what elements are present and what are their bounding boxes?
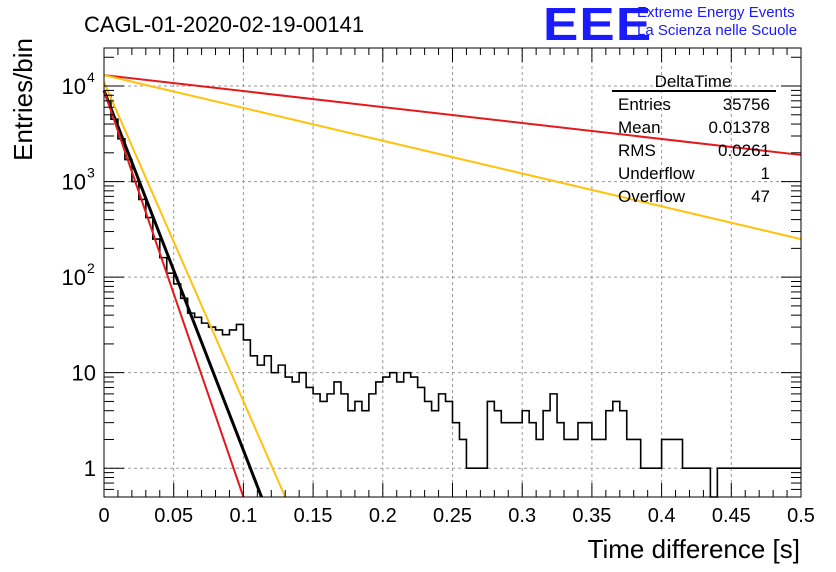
stats-row-value: 0.0261 [718,141,770,160]
x-tick-label: 0.3 [508,505,536,527]
brand-text: Extreme Energy Events La Scienza nelle S… [637,4,797,40]
x-tick-label: 0 [98,505,109,527]
stats-row-value: 0.01378 [709,118,770,137]
stats-row-label: Overflow [618,187,686,206]
brand-line-1: Extreme Energy Events [637,4,795,21]
x-tick-label: 0.05 [154,505,193,527]
stats-row-label: Entries [618,95,671,114]
x-tick-label: 0.25 [433,505,472,527]
eee-brand: EEE Extreme Energy Events La Scienza nel… [543,1,797,47]
stats-row-label: RMS [618,141,656,160]
chart-title: CAGL-01-2020-02-19-00141 [84,12,364,37]
stats-name: DeltaTime [655,72,732,91]
y-tick-label: 1 [84,456,96,481]
stats-row-label: Mean [618,118,661,137]
stats-row-value: 47 [751,187,770,206]
y-tick-label: 10 [62,170,86,195]
histogram-layer [104,94,801,498]
fit-line [103,74,802,241]
stats-row-label: Underflow [618,164,695,183]
x-tick-label: 0.2 [369,505,397,527]
y-tick-label: 10 [62,265,86,290]
brand-line-2: La Scienza nelle Scuole [637,22,798,39]
x-tick-label: 0.4 [648,505,676,527]
fit-line [102,89,263,498]
fit-line [103,81,287,498]
y-tick-exponent: 2 [87,260,95,276]
fit-line [103,90,245,498]
y-tick-label: 10 [72,361,96,386]
stats-row-value: 1 [761,164,770,183]
eee-logo: EEE [543,0,653,50]
x-tick-label: 0.15 [294,505,333,527]
stats-box: DeltaTime Entries 35756 Mean 0.01378 RMS 0.02… [612,72,776,206]
x-tick-label: 0.1 [229,505,257,527]
x-tick-label: 0.35 [572,505,611,527]
histogram-step [104,94,801,498]
x-tick-label: 0.5 [787,505,815,527]
y-tick-exponent: 3 [87,165,95,181]
fit-line [103,74,802,156]
fit-curves-layer [102,74,802,498]
x-tick-label: 0.45 [712,505,751,527]
y-tick-label: 10 [62,74,86,99]
x-axis-ticks: 0 0.05 0.1 0.15 0.2 0.25 0.3 0.35 0.4 0.45 0.5 [98,48,815,527]
stats-row-value: 35756 [723,95,770,114]
y-axis-label: Entries/bin [8,38,38,161]
y-tick-exponent: 4 [87,69,95,85]
x-axis-label: Time difference [s] [588,534,800,564]
